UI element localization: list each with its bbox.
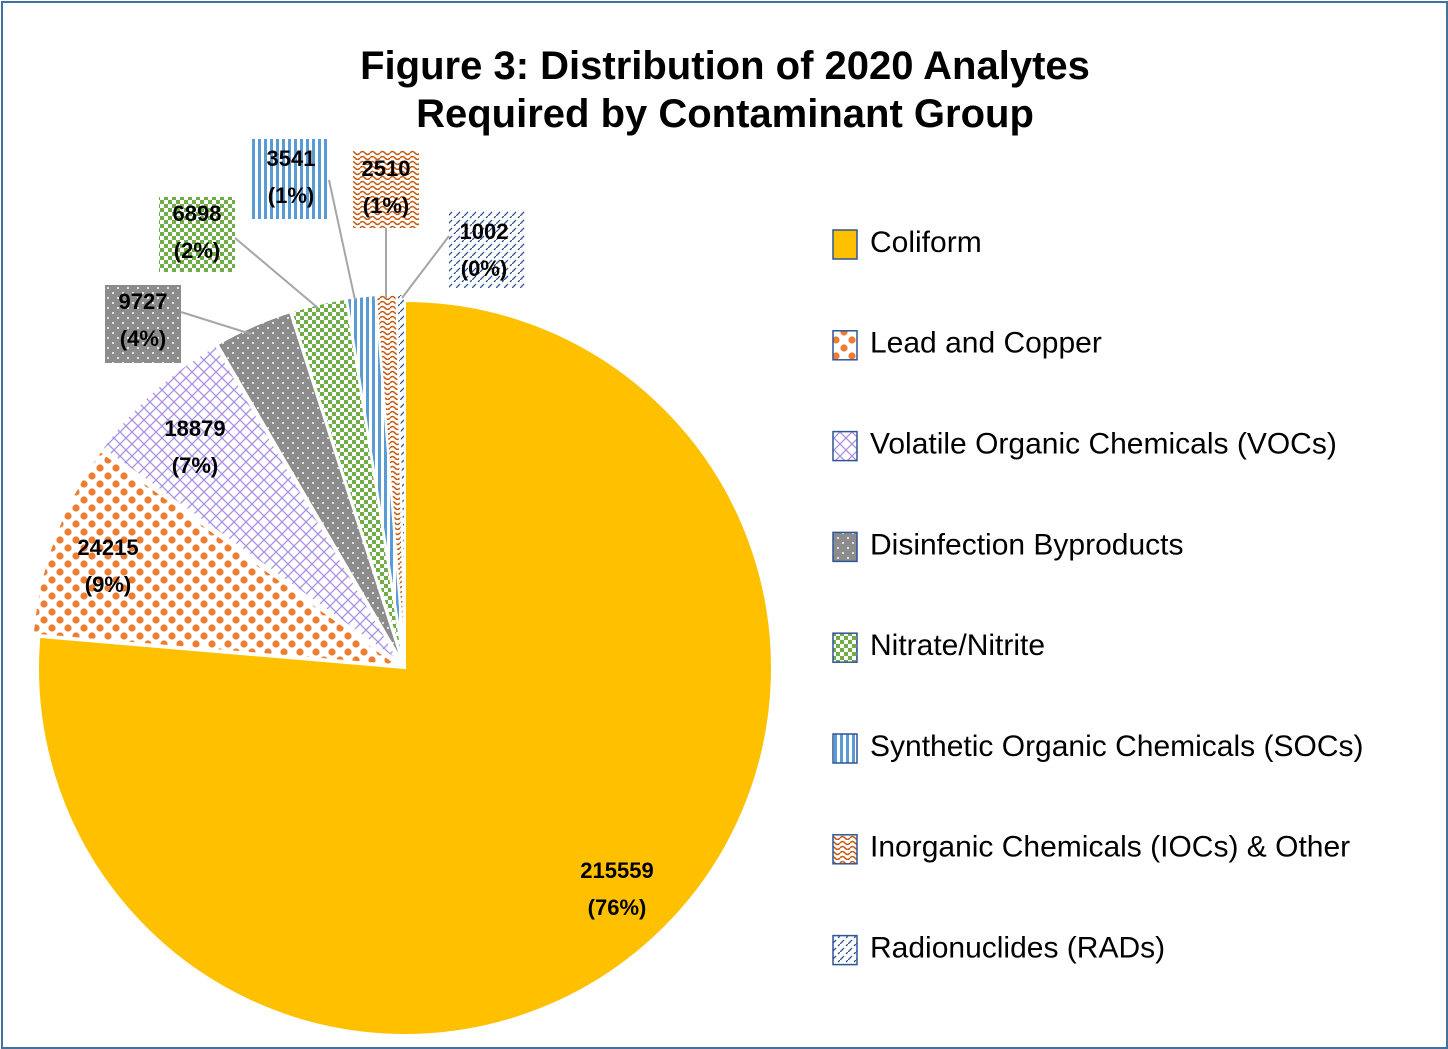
pie-slice: [31, 449, 402, 667]
leader-line: [328, 179, 356, 301]
leader-line: [180, 311, 252, 335]
legend-label: Coliform: [870, 226, 982, 259]
legend-swatch: [832, 632, 858, 663]
pie-slice: [37, 299, 773, 1036]
data-label: 215559: [580, 858, 653, 883]
label-box: [105, 285, 181, 363]
percent-label: (2%): [174, 238, 220, 263]
data-label: 18879: [164, 416, 225, 441]
label-box: [159, 197, 235, 272]
legend-swatch: [832, 430, 858, 462]
leader-line: [234, 237, 319, 309]
percent-label: (9%): [85, 572, 131, 597]
label-box: [353, 150, 419, 228]
legend-swatch: [832, 531, 858, 563]
data-label: 3541: [267, 146, 316, 171]
percent-label: (4%): [120, 326, 166, 351]
legend-swatch: [832, 934, 858, 966]
pie-slice: [216, 310, 404, 663]
leader-line: [401, 235, 450, 299]
data-label: 6898: [173, 201, 222, 226]
legend-label: Volatile Organic Chemicals (VOCs): [870, 428, 1337, 461]
chart-title: Figure 3: Distribution of 2020 Analytes …: [360, 44, 1090, 136]
percent-label: (1%): [363, 193, 409, 218]
legend-swatch: [832, 330, 858, 361]
legend-label: Lead and Copper: [870, 327, 1102, 360]
legend-swatch: [832, 229, 858, 260]
legend-swatch: [832, 733, 858, 764]
percent-label: (0%): [461, 256, 507, 281]
percent-label: (7%): [172, 453, 218, 478]
percent-label: (76%): [588, 895, 647, 920]
percent-label: (1%): [268, 183, 314, 208]
legend-swatch: [832, 834, 858, 865]
label-box: [449, 210, 525, 288]
legend-label: Radionuclides (RADs): [870, 932, 1165, 965]
pie-slice: [100, 344, 402, 664]
legend-label: Synthetic Organic Chemicals (SOCs): [870, 730, 1363, 763]
legend-label: Inorganic Chemicals (IOCs) & Other: [870, 831, 1350, 864]
label-box: [249, 139, 329, 219]
data-label: 9727: [119, 289, 168, 314]
legend-label: Nitrate/Nitrite: [870, 629, 1045, 662]
data-label: 1002: [460, 219, 509, 244]
data-label: 2510: [362, 156, 411, 181]
legend-label: Disinfection Byproducts: [870, 528, 1183, 561]
data-label: 24215: [77, 535, 138, 560]
